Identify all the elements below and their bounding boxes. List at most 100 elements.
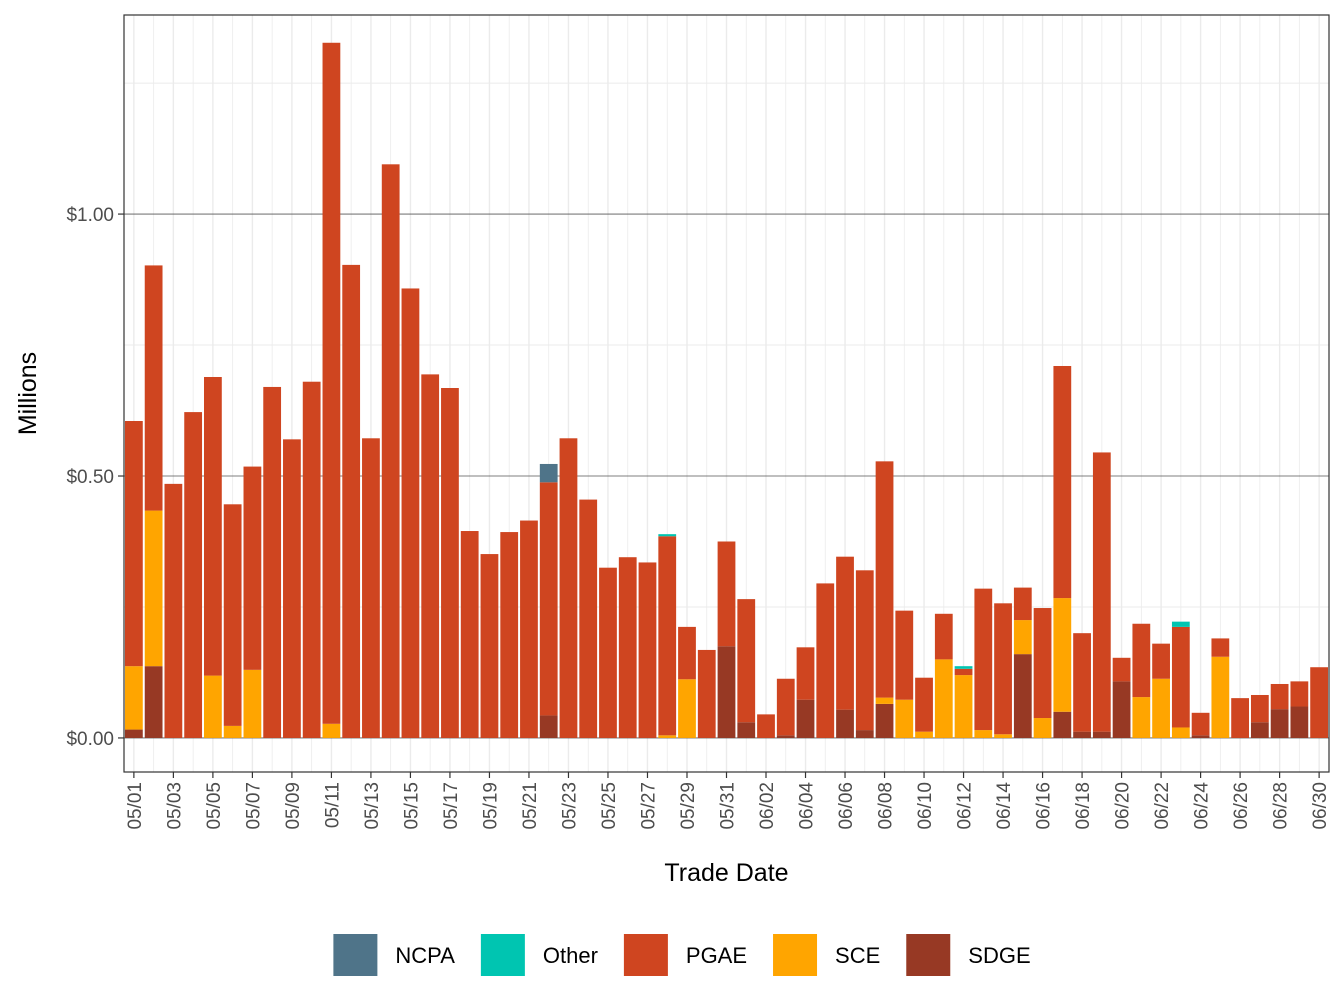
bar-sdge-06-08 xyxy=(875,703,894,738)
bar-pgae-05-14 xyxy=(381,164,400,738)
x-tick-label: 06/28 xyxy=(1271,782,1292,830)
bar-pgae-06-15 xyxy=(1013,587,1032,621)
x-tick-label: 06/22 xyxy=(1152,782,1173,830)
legend-key-ncpa xyxy=(333,934,378,976)
legend-key-pgae xyxy=(623,934,668,976)
bar-pgae-06-01 xyxy=(737,599,756,723)
bar-sce-06-09 xyxy=(895,699,914,738)
bar-pgae-05-15 xyxy=(401,288,420,738)
bar-sce-05-01 xyxy=(124,666,143,730)
x-tick-label: 06/26 xyxy=(1231,782,1252,830)
bar-pgae-06-03 xyxy=(776,678,795,736)
bar-pgae-06-14 xyxy=(994,603,1012,735)
y-tick-label: $1.00 xyxy=(66,205,114,226)
bar-pgae-05-23 xyxy=(559,438,578,738)
bar-sdge-05-02 xyxy=(144,666,163,738)
x-tick-label: 06/16 xyxy=(1034,782,1055,830)
legend-label-sce: SCE xyxy=(835,943,880,968)
bar-sdge-06-01 xyxy=(737,722,756,738)
bar-sdge-06-03 xyxy=(776,735,795,738)
bar-sce-06-14 xyxy=(994,734,1012,738)
bar-pgae-05-02 xyxy=(144,265,163,511)
bar-sdge-06-19 xyxy=(1092,731,1111,738)
bar-sce-06-23 xyxy=(1171,727,1190,738)
bar-pgae-06-11 xyxy=(934,613,953,660)
bar-pgae-05-26 xyxy=(618,557,637,738)
bar-pgae-06-17 xyxy=(1053,365,1072,599)
legend-label-sdge: SDGE xyxy=(968,943,1030,968)
x-tick-label: 06/14 xyxy=(994,782,1015,830)
x-tick-label: 05/31 xyxy=(718,782,739,830)
bar-sce-06-21 xyxy=(1132,697,1151,738)
x-axis-title: Trade Date xyxy=(664,859,788,887)
bar-pgae-05-24 xyxy=(579,499,598,738)
bar-sce-05-06 xyxy=(223,725,242,738)
bar-other-06-12 xyxy=(954,666,973,669)
bar-pgae-05-09 xyxy=(283,439,301,738)
bar-sdge-05-01 xyxy=(124,729,143,738)
bar-pgae-06-08 xyxy=(875,461,894,698)
bar-pgae-06-05 xyxy=(816,583,835,738)
bars-layer xyxy=(124,42,1329,738)
bar-pgae-06-29 xyxy=(1290,681,1309,707)
bar-pgae-06-26 xyxy=(1231,698,1249,738)
x-tick-label: 06/02 xyxy=(757,782,778,830)
bar-pgae-06-06 xyxy=(836,556,854,710)
bar-pgae-05-29 xyxy=(678,626,696,680)
x-tick-label: 06/08 xyxy=(876,782,897,830)
legend-label-other: Other xyxy=(543,943,598,968)
bar-sce-05-11 xyxy=(322,723,341,738)
bar-sdge-06-18 xyxy=(1073,731,1091,738)
bar-pgae-06-25 xyxy=(1211,638,1230,657)
bar-sdge-06-17 xyxy=(1053,711,1072,738)
bar-sdge-06-04 xyxy=(796,699,815,738)
bar-pgae-06-12 xyxy=(954,668,973,676)
x-tick-label: 05/29 xyxy=(678,782,699,830)
bar-sce-05-02 xyxy=(144,510,163,667)
legend-key-sce xyxy=(773,934,818,976)
bar-other-05-28 xyxy=(658,534,677,537)
bar-pgae-05-31 xyxy=(717,541,736,647)
bar-sce-06-17 xyxy=(1053,598,1072,712)
bar-sce-06-13 xyxy=(974,730,993,738)
bar-pgae-06-23 xyxy=(1171,626,1190,728)
bar-pgae-06-04 xyxy=(796,647,815,700)
x-tick-label: 05/23 xyxy=(559,782,580,830)
x-tick-label: 05/25 xyxy=(599,782,620,830)
bar-sdge-06-27 xyxy=(1250,722,1269,738)
x-tick-label: 05/13 xyxy=(362,782,383,830)
bar-sce-06-15 xyxy=(1013,620,1032,655)
bar-pgae-05-03 xyxy=(164,483,183,738)
bar-pgae-06-22 xyxy=(1152,643,1170,679)
y-axis-title: Millions xyxy=(14,352,42,435)
bar-sdge-05-22 xyxy=(539,715,558,738)
y-axis: $0.00 $0.50 $1.00 xyxy=(66,205,124,750)
bar-pgae-05-04 xyxy=(184,412,203,738)
x-tick-label: 06/30 xyxy=(1310,782,1331,830)
bar-sdge-06-06 xyxy=(836,709,854,738)
bar-pgae-05-17 xyxy=(441,387,459,738)
x-tick-label: 05/09 xyxy=(283,782,304,830)
x-axis: 05/01 05/03 05/05 05/07 05/09 05/11 05/13 05/15… xyxy=(125,772,1331,830)
x-tick-label: 05/07 xyxy=(243,782,264,830)
x-tick-label: 05/03 xyxy=(164,782,185,830)
bar-sce-06-11 xyxy=(934,659,953,738)
bar-pgae-06-20 xyxy=(1112,657,1131,682)
x-tick-label: 06/24 xyxy=(1192,782,1213,830)
bar-pgae-06-28 xyxy=(1270,683,1289,710)
bar-pgae-05-25 xyxy=(599,567,617,738)
bar-pgae-05-13 xyxy=(362,438,380,738)
x-tick-label: 06/10 xyxy=(915,782,936,830)
bar-pgae-05-18 xyxy=(460,531,479,738)
bar-pgae-05-01 xyxy=(124,421,143,667)
legend-key-sdge xyxy=(906,934,951,976)
x-tick-label: 06/06 xyxy=(836,782,857,830)
x-tick-label: 05/17 xyxy=(441,782,462,830)
x-tick-label: 05/05 xyxy=(204,782,225,830)
bar-pgae-05-10 xyxy=(302,381,321,738)
bar-sce-06-16 xyxy=(1033,718,1052,738)
bar-pgae-05-30 xyxy=(697,649,716,738)
bar-sdge-06-20 xyxy=(1112,681,1131,738)
bar-pgae-05-11 xyxy=(322,42,341,724)
